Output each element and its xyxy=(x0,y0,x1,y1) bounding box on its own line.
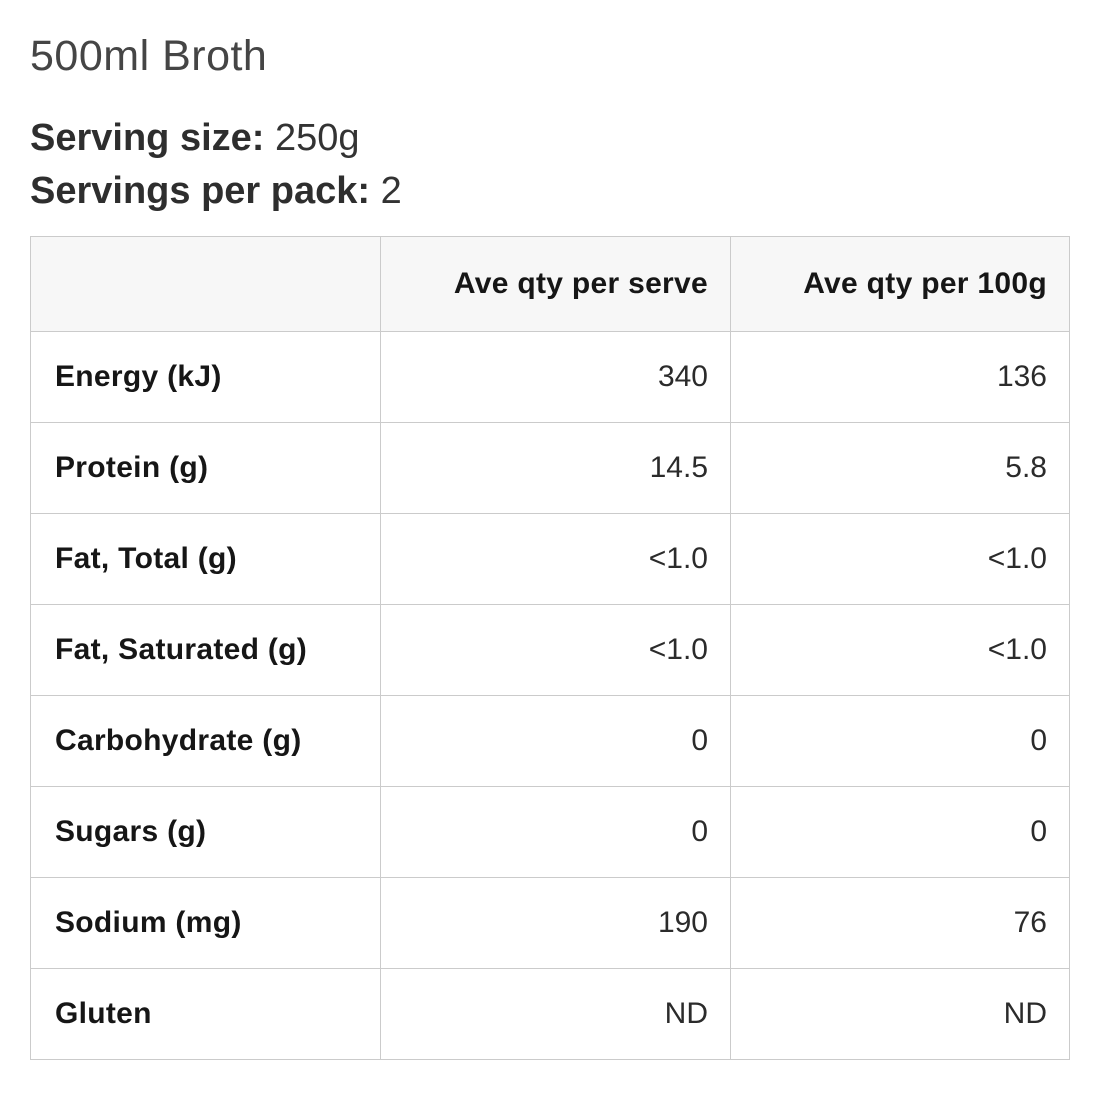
table-header-row: Ave qty per serve Ave qty per 100g xyxy=(30,236,1070,332)
row-value-per-100g: 0 xyxy=(730,695,1070,787)
table-row: Sugars (g) 0 0 xyxy=(30,786,1070,878)
row-value-per-serve: <1.0 xyxy=(380,513,731,605)
table-row: Gluten ND ND xyxy=(30,968,1070,1060)
header-ave-qty-per-100g: Ave qty per 100g xyxy=(730,236,1070,332)
header-ave-qty-per-serve: Ave qty per serve xyxy=(380,236,731,332)
row-label: Protein (g) xyxy=(30,422,381,514)
servings-per-pack-line: Servings per pack: 2 xyxy=(30,165,1100,218)
table-row: Carbohydrate (g) 0 0 xyxy=(30,695,1070,787)
header-empty-cell xyxy=(30,236,381,332)
table-row: Energy (kJ) 340 136 xyxy=(30,331,1070,423)
row-value-per-serve: 14.5 xyxy=(380,422,731,514)
table-row: Sodium (mg) 190 76 xyxy=(30,877,1070,969)
row-value-per-serve: ND xyxy=(380,968,731,1060)
row-value-per-100g: <1.0 xyxy=(730,604,1070,696)
table-row: Fat, Saturated (g) <1.0 <1.0 xyxy=(30,604,1070,696)
row-value-per-100g: 76 xyxy=(730,877,1070,969)
table-row: Protein (g) 14.5 5.8 xyxy=(30,422,1070,514)
row-value-per-100g: ND xyxy=(730,968,1070,1060)
serving-info: Serving size: 250g Servings per pack: 2 xyxy=(30,112,1100,218)
servings-per-pack-label: Servings per pack: xyxy=(30,170,371,212)
row-value-per-serve: 340 xyxy=(380,331,731,423)
row-label: Fat, Saturated (g) xyxy=(30,604,381,696)
row-value-per-serve: 190 xyxy=(380,877,731,969)
row-label: Gluten xyxy=(30,968,381,1060)
serving-size-label: Serving size: xyxy=(30,117,265,159)
row-value-per-100g: <1.0 xyxy=(730,513,1070,605)
row-value-per-serve: 0 xyxy=(380,695,731,787)
row-value-per-100g: 0 xyxy=(730,786,1070,878)
product-title: 500ml Broth xyxy=(30,32,268,80)
nutrition-panel: 500ml Broth Serving size: 250g Servings … xyxy=(30,32,1100,1060)
nutrition-table: Ave qty per serve Ave qty per 100g Energ… xyxy=(30,236,1070,1060)
table-row: Fat, Total (g) <1.0 <1.0 xyxy=(30,513,1070,605)
row-label: Carbohydrate (g) xyxy=(30,695,381,787)
servings-per-pack-value: 2 xyxy=(380,170,402,212)
row-value-per-serve: 0 xyxy=(380,786,731,878)
row-label: Energy (kJ) xyxy=(30,331,381,423)
row-value-per-100g: 5.8 xyxy=(730,422,1070,514)
row-label: Fat, Total (g) xyxy=(30,513,381,605)
serving-size-value: 250g xyxy=(274,117,360,159)
serving-size-line: Serving size: 250g xyxy=(30,112,1100,165)
row-value-per-100g: 136 xyxy=(730,331,1070,423)
row-label: Sugars (g) xyxy=(30,786,381,878)
row-label: Sodium (mg) xyxy=(30,877,381,969)
row-value-per-serve: <1.0 xyxy=(380,604,731,696)
